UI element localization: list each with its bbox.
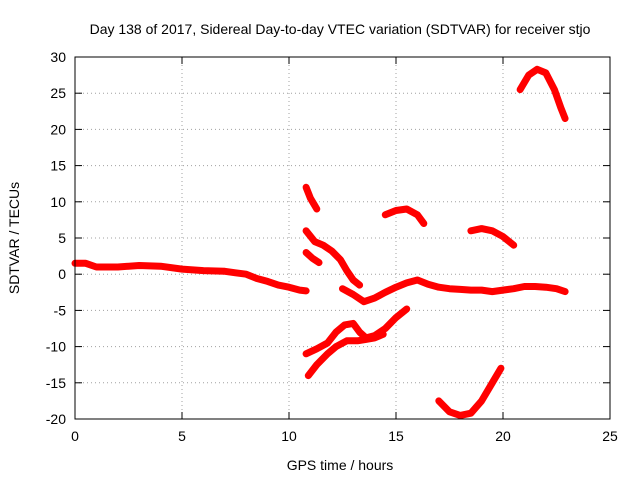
x-axis-label: GPS time / hours <box>287 457 394 473</box>
series-arc-11-steep <box>302 183 321 213</box>
x-tick-label: 0 <box>71 428 79 444</box>
series-arc-17-20 <box>435 364 505 419</box>
y-tick-label: 5 <box>58 230 66 246</box>
series-arc-21-23 <box>516 65 569 122</box>
y-tick-label: 25 <box>50 85 66 101</box>
y-axis-label: SDTVAR / TECUs <box>6 182 22 294</box>
y-tick-label: 20 <box>50 121 66 137</box>
y-tick-label: -20 <box>46 411 66 427</box>
y-tick-label: 10 <box>50 194 66 210</box>
series-arc-11-14-bottom <box>304 330 387 380</box>
y-tick-label: 0 <box>58 266 66 282</box>
series-arc-18-20 <box>467 225 518 249</box>
x-tick-label: 15 <box>388 428 404 444</box>
series-arc-11-14-top <box>302 305 411 358</box>
series-main-trace <box>71 259 310 295</box>
series-arc-11-upper <box>302 227 364 289</box>
series-arc-11-short <box>302 249 323 267</box>
series-arc-14-16 <box>381 205 428 227</box>
y-tick-label: -10 <box>46 339 66 355</box>
x-tick-label: 20 <box>495 428 511 444</box>
series-arc-mid-low <box>339 276 569 306</box>
y-tick-label: -5 <box>54 302 67 318</box>
x-tick-label: 5 <box>178 428 186 444</box>
x-tick-label: 10 <box>281 428 297 444</box>
data-series <box>71 65 569 419</box>
y-tick-label: -15 <box>46 375 66 391</box>
x-tick-label: 25 <box>602 428 618 444</box>
chart-title: Day 138 of 2017, Sidereal Day-to-day VTE… <box>90 21 591 37</box>
y-tick-label: 30 <box>50 49 66 65</box>
axis-ticks: 0 5 10 15 20 25 -20 -15 -10 -5 0 5 10 15 20 25 30 <box>46 49 618 444</box>
y-tick-label: 15 <box>50 158 66 174</box>
